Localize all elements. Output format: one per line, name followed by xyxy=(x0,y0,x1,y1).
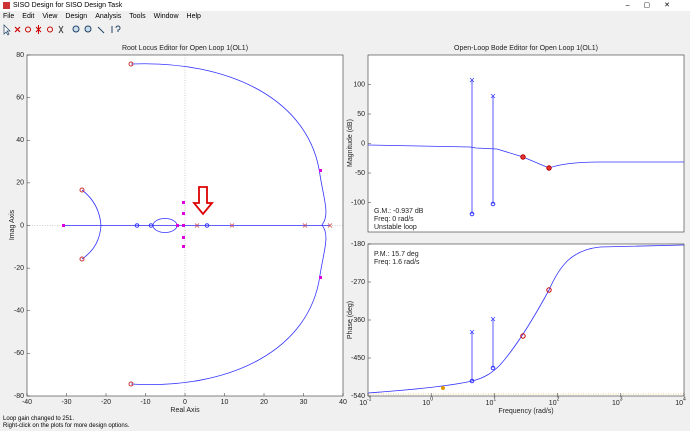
menu-item[interactable]: Analysis xyxy=(95,13,122,20)
help[interactable] xyxy=(111,25,121,33)
x-tick-label: 20 xyxy=(260,399,268,406)
menu-item[interactable]: Help xyxy=(186,13,201,20)
status-line: Loop gain changed to 251. xyxy=(3,416,75,422)
y-tick-label: 40 xyxy=(16,137,24,144)
x-tick-label: 10 xyxy=(612,400,620,407)
root-locus-xlabel: Real Axis xyxy=(170,407,200,414)
annotation: P.M.: 15.7 deg xyxy=(374,251,419,258)
x-tick-label: 40 xyxy=(339,399,347,406)
y-tick-label: 20 xyxy=(16,180,24,187)
bode-mag-axes[interactable] xyxy=(367,54,685,233)
toolbar-icons xyxy=(3,24,121,36)
add-complex-pole[interactable] xyxy=(35,25,42,34)
zoom-out[interactable] xyxy=(84,25,92,33)
x-tick-label: 30 xyxy=(300,399,308,406)
y-tick-label: 0 xyxy=(361,140,365,147)
y-tick-label: -360 xyxy=(351,317,365,324)
annotation: Freq: 0 rad/s xyxy=(374,216,414,223)
bode-phase-xlabel: Frequency (rad/s) xyxy=(498,408,553,415)
select-tool[interactable] xyxy=(3,24,11,36)
menu-item[interactable]: Design xyxy=(65,13,88,20)
status-line: Right-click on the plots for more design… xyxy=(3,423,130,429)
menu-item[interactable]: Window xyxy=(153,13,179,20)
x-tick-exponent: -1 xyxy=(367,396,372,402)
x-tick-exponent: 1 xyxy=(493,396,496,402)
x-tick-label: -20 xyxy=(101,399,111,406)
y-tick-label: -20 xyxy=(14,265,24,272)
root-locus-title: Root Locus Editor for Open Loop 1(OL1) xyxy=(122,45,248,52)
window-title: SISO Design for SISO Design Task xyxy=(13,2,123,9)
root-locus-ylabel: Imag Axis xyxy=(9,209,16,240)
menu-item[interactable]: View xyxy=(42,13,58,20)
x-tick-label: -40 xyxy=(22,399,32,406)
menu-item[interactable]: Tools xyxy=(129,13,146,20)
status-bar: Loop gain changed to 251. Right-click on… xyxy=(0,416,690,431)
bode-phase-curve xyxy=(367,244,685,394)
add-zero[interactable] xyxy=(25,26,31,33)
x-tick-label: 10 xyxy=(549,400,557,407)
red-arrow xyxy=(192,186,214,216)
y-tick-label: -180 xyxy=(351,241,365,248)
y-tick-label: 100 xyxy=(353,81,365,88)
bode-title: Open-Loop Bode Editor for Open Loop 1(OL… xyxy=(454,45,598,52)
bode-phase-markers xyxy=(441,287,552,390)
annotation: G.M.: -0.937 dB xyxy=(374,208,424,215)
x-tick-label: 10 xyxy=(675,400,683,407)
zoom-in[interactable] xyxy=(72,25,80,33)
x-tick-label: -10 xyxy=(140,399,150,406)
menu-item[interactable]: Edit xyxy=(22,13,35,20)
y-tick-label: -270 xyxy=(351,279,365,286)
menu-bar: File Edit View Design Analysis Tools Window Hel… xyxy=(3,12,209,22)
plots: Root Locus Editor for Open Loop 1(OL1) R… xyxy=(0,36,690,416)
x-tick-label: -30 xyxy=(61,399,71,406)
y-tick-label: 60 xyxy=(16,94,24,101)
y-tick-label: 0 xyxy=(20,222,24,229)
toolbar xyxy=(0,23,690,37)
y-tick-label: -60 xyxy=(14,350,24,357)
x-tick-exponent: 3 xyxy=(620,396,623,402)
bode-phase-axes[interactable] xyxy=(367,243,685,397)
annotation: Unstable loop xyxy=(374,224,417,231)
window-controls[interactable]: –▢✕ xyxy=(625,2,684,9)
x-tick-exponent: 2 xyxy=(557,396,560,402)
bode-phase-ylabel: Phase (deg) xyxy=(347,301,354,339)
bode-mag-markers xyxy=(469,77,552,217)
bode-mag-ylabel: Magnitude (dB) xyxy=(347,119,354,167)
x-tick-label: 0 xyxy=(183,399,187,406)
annotation: Freq: 1.6 rad/s xyxy=(374,259,420,266)
x-tick-label: 10 xyxy=(486,400,494,407)
y-tick-label: -450 xyxy=(351,355,365,362)
x-tick-label: 10 xyxy=(359,400,367,407)
y-tick-label: -100 xyxy=(351,199,365,206)
bode-mag-curve xyxy=(367,80,684,214)
menu-item[interactable]: File xyxy=(3,13,15,20)
add-pole[interactable] xyxy=(14,26,21,33)
y-tick-label: -540 xyxy=(351,393,365,400)
poles-zeros xyxy=(62,61,333,387)
y-tick-label: -40 xyxy=(14,308,24,315)
x-tick-exponent: 0 xyxy=(430,396,433,402)
add-complex-zero[interactable] xyxy=(47,26,53,33)
y-tick-label: -50 xyxy=(355,170,365,177)
x-tick-exponent: 4 xyxy=(683,396,686,402)
x-tick-label: 10 xyxy=(422,400,430,407)
y-tick-label: -80 xyxy=(14,393,24,400)
title-bar: SISO Design for SISO Design Task –▢✕ xyxy=(0,0,690,11)
y-tick-label: 80 xyxy=(16,52,24,59)
y-tick-label: 50 xyxy=(357,111,365,118)
app-icon xyxy=(3,2,10,9)
pan[interactable] xyxy=(97,26,105,34)
x-tick-label: 10 xyxy=(221,399,229,406)
erase[interactable] xyxy=(58,25,64,34)
